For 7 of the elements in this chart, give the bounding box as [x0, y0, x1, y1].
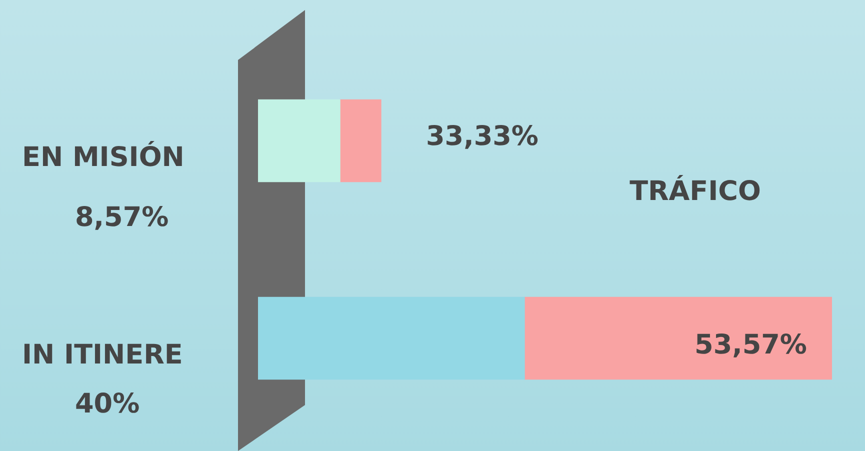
text: 8,57% [75, 202, 169, 233]
annotation: 53,57% [694, 329, 807, 360]
y-tick-label: IN ITINERE [22, 339, 183, 370]
text: TRÁFICO [630, 174, 761, 207]
text: 40% [75, 388, 140, 420]
annotation: 33,33% [426, 120, 538, 152]
y-tick-label: EN MISIÓN [22, 140, 184, 173]
